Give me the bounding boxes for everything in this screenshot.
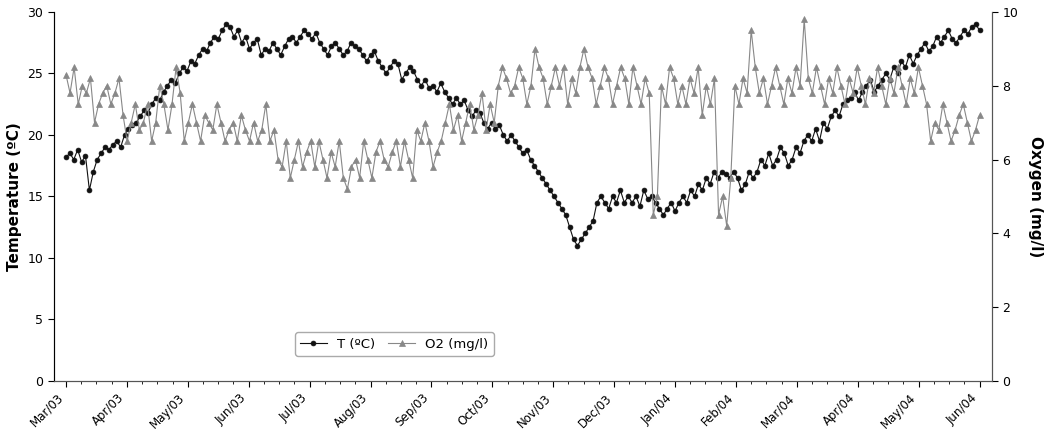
O2 (mg/l) bbox=[313, 138, 326, 144]
Legend: T (ºC), O2 (mg/l): T (ºC), O2 (mg/l) bbox=[295, 332, 493, 356]
T (ºC) bbox=[583, 225, 595, 230]
O2 (mg/l) bbox=[802, 76, 815, 81]
T (ºC) bbox=[99, 145, 111, 150]
O2 (mg/l) bbox=[248, 120, 260, 125]
O2 (mg/l) bbox=[798, 17, 811, 22]
T (ºC) bbox=[973, 28, 986, 33]
O2 (mg/l) bbox=[831, 65, 843, 70]
Line: T (ºC): T (ºC) bbox=[64, 22, 982, 248]
T (ºC) bbox=[411, 77, 423, 82]
O2 (mg/l) bbox=[790, 65, 802, 70]
O2 (mg/l) bbox=[973, 113, 986, 118]
T (ºC) bbox=[60, 155, 72, 160]
T (ºC) bbox=[219, 21, 232, 27]
T (ºC) bbox=[794, 151, 806, 156]
Y-axis label: Oxygen (mg/l): Oxygen (mg/l) bbox=[1028, 136, 1043, 257]
T (ºC) bbox=[571, 243, 584, 248]
T (ºC) bbox=[841, 98, 854, 103]
T (ºC) bbox=[314, 40, 327, 45]
Y-axis label: Temperature (ºC): Temperature (ºC) bbox=[7, 122, 22, 271]
Line: O2 (mg/l): O2 (mg/l) bbox=[63, 16, 983, 229]
O2 (mg/l) bbox=[696, 113, 709, 118]
O2 (mg/l) bbox=[60, 72, 72, 77]
O2 (mg/l) bbox=[720, 223, 733, 229]
